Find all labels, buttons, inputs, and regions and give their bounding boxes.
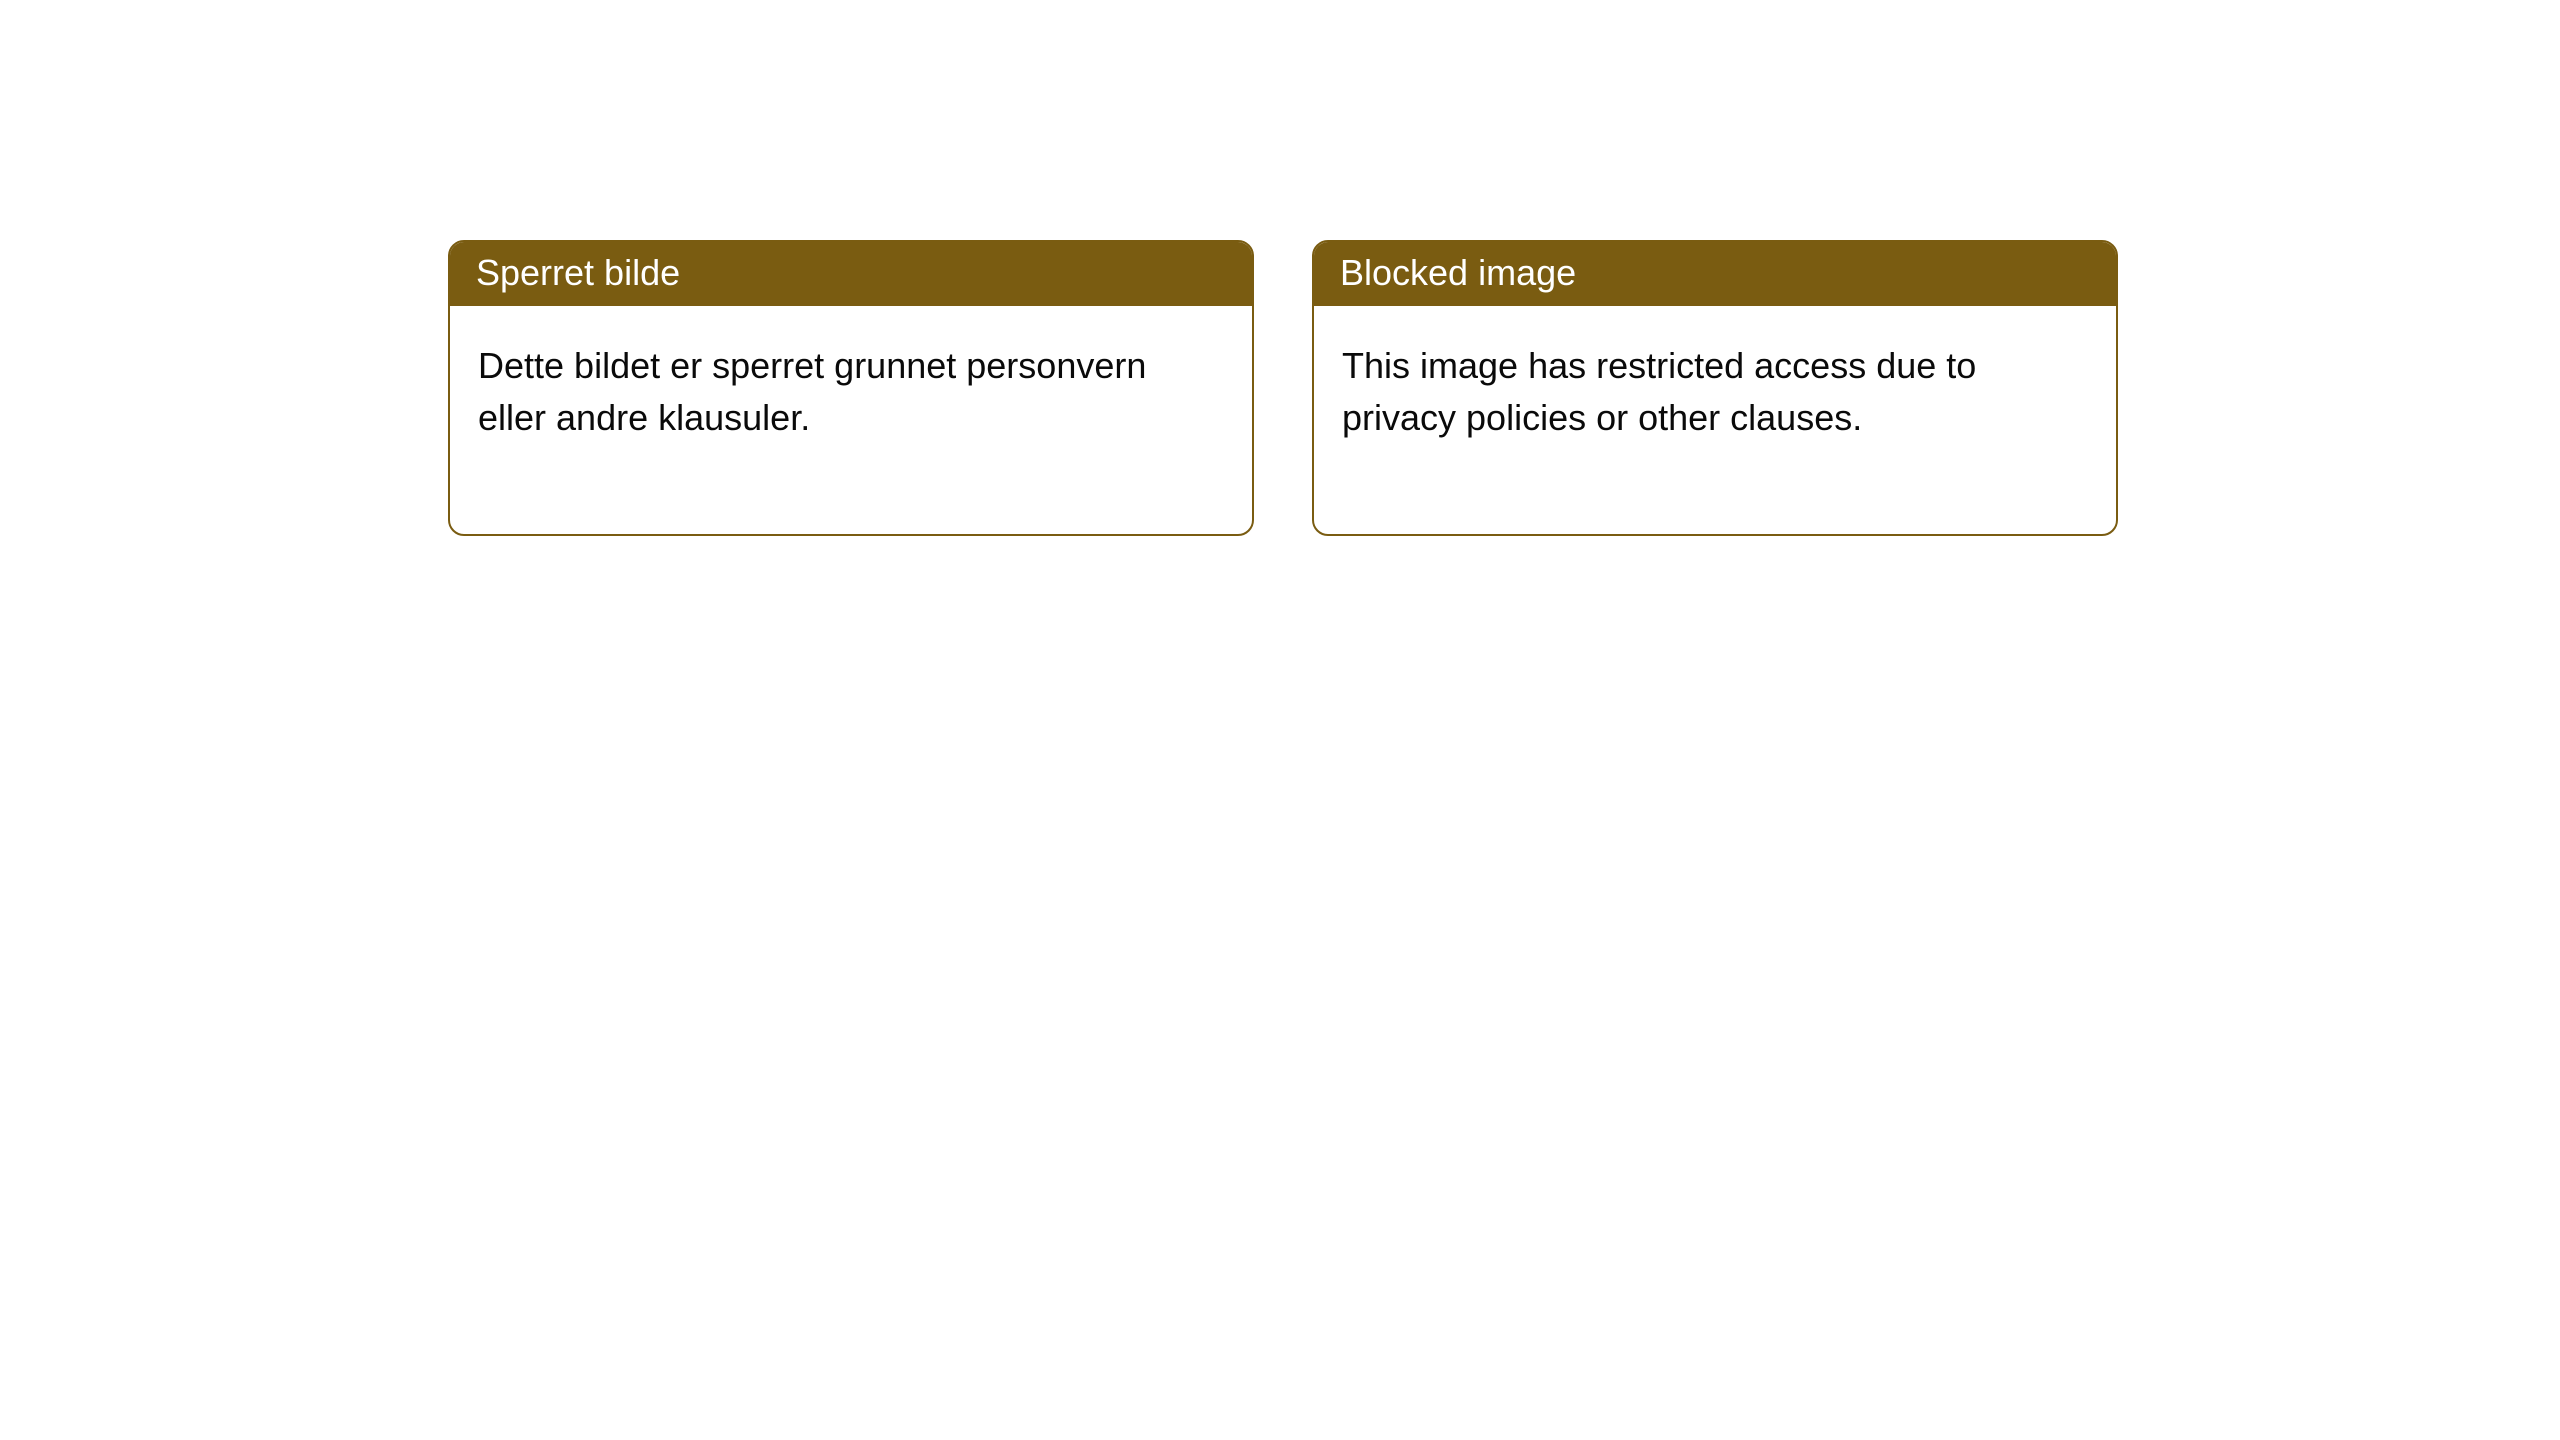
notice-body: Dette bildet er sperret grunnet personve… (450, 306, 1252, 534)
notice-title: Sperret bilde (450, 242, 1252, 306)
notice-title: Blocked image (1314, 242, 2116, 306)
notice-card-english: Blocked image This image has restricted … (1312, 240, 2118, 536)
notice-card-norwegian: Sperret bilde Dette bildet er sperret gr… (448, 240, 1254, 536)
notice-container: Sperret bilde Dette bildet er sperret gr… (0, 0, 2560, 536)
notice-body: This image has restricted access due to … (1314, 306, 2116, 534)
